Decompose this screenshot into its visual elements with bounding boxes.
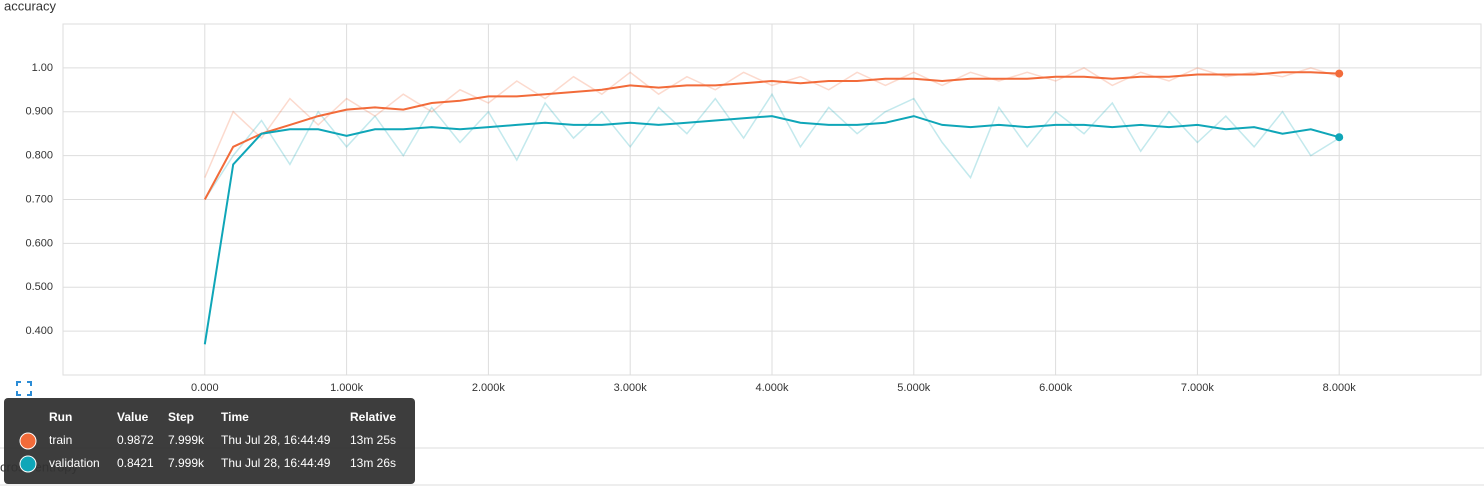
tooltip-cell: 13m 25s (350, 433, 396, 447)
tooltip: Run Value Step Time Relative train 0.9872 7.999… (4, 398, 415, 484)
y-tick-label: 1.00 (32, 62, 53, 74)
tooltip-cell: validation (49, 456, 100, 470)
x-tick-label: 5.000k (897, 382, 931, 394)
line (203, 71, 1340, 200)
tooltip-cell: 7.999k (168, 456, 205, 470)
tooltip-cell: 7.999k (168, 433, 205, 447)
y-tick-label: 0.400 (25, 325, 53, 337)
y-tick-label: 0.500 (25, 281, 53, 293)
tooltip-cell: Thu Jul 28, 16:44:49 (221, 433, 331, 447)
end-point (1335, 133, 1344, 142)
raw-line (204, 67, 1340, 178)
tooltip-cell: Thu Jul 28, 16:44:49 (221, 456, 331, 470)
x-tick-label: 8.000k (1323, 382, 1357, 394)
x-tick-label: 0.000 (191, 382, 219, 394)
tooltip-header: Relative (350, 410, 396, 424)
x-tick-label: 4.000k (755, 382, 789, 394)
plot: 0.400 0.500 0.600 0.700 0.800 0.900 1.00 0.000 1… (25, 24, 1481, 394)
end-point (1335, 69, 1344, 78)
tooltip-header: Value (117, 410, 149, 424)
tooltip-header: Run (49, 410, 72, 424)
y-tick-label: 0.600 (25, 237, 53, 249)
x-tick-label: 7.000k (1181, 382, 1215, 394)
tooltip-cell: train (49, 433, 72, 447)
tooltip-cell: 0.9872 (117, 433, 154, 447)
raw-line (204, 92, 1340, 200)
y-tick-label: 0.700 (25, 193, 53, 205)
y-tick-label: 0.900 (25, 106, 53, 118)
fullscreen-icon[interactable] (16, 381, 32, 396)
line (203, 115, 1340, 345)
x-tick-label: 1.000k (330, 382, 364, 394)
x-tick-label: 3.000k (614, 382, 648, 394)
chart-title: accuracy (4, 0, 57, 13)
x-tick-label: 2.000k (472, 382, 506, 394)
tooltip-header: Time (221, 410, 249, 424)
x-tick-label: 6.000k (1039, 382, 1073, 394)
run-swatch (19, 455, 37, 473)
tooltip-header: Step (168, 410, 194, 424)
tooltip-bg (4, 398, 415, 484)
tooltip-cell: 0.8421 (117, 456, 154, 470)
run-swatch (19, 432, 37, 450)
tooltip-cell: 13m 26s (350, 456, 396, 470)
y-tick-label: 0.800 (25, 150, 53, 162)
